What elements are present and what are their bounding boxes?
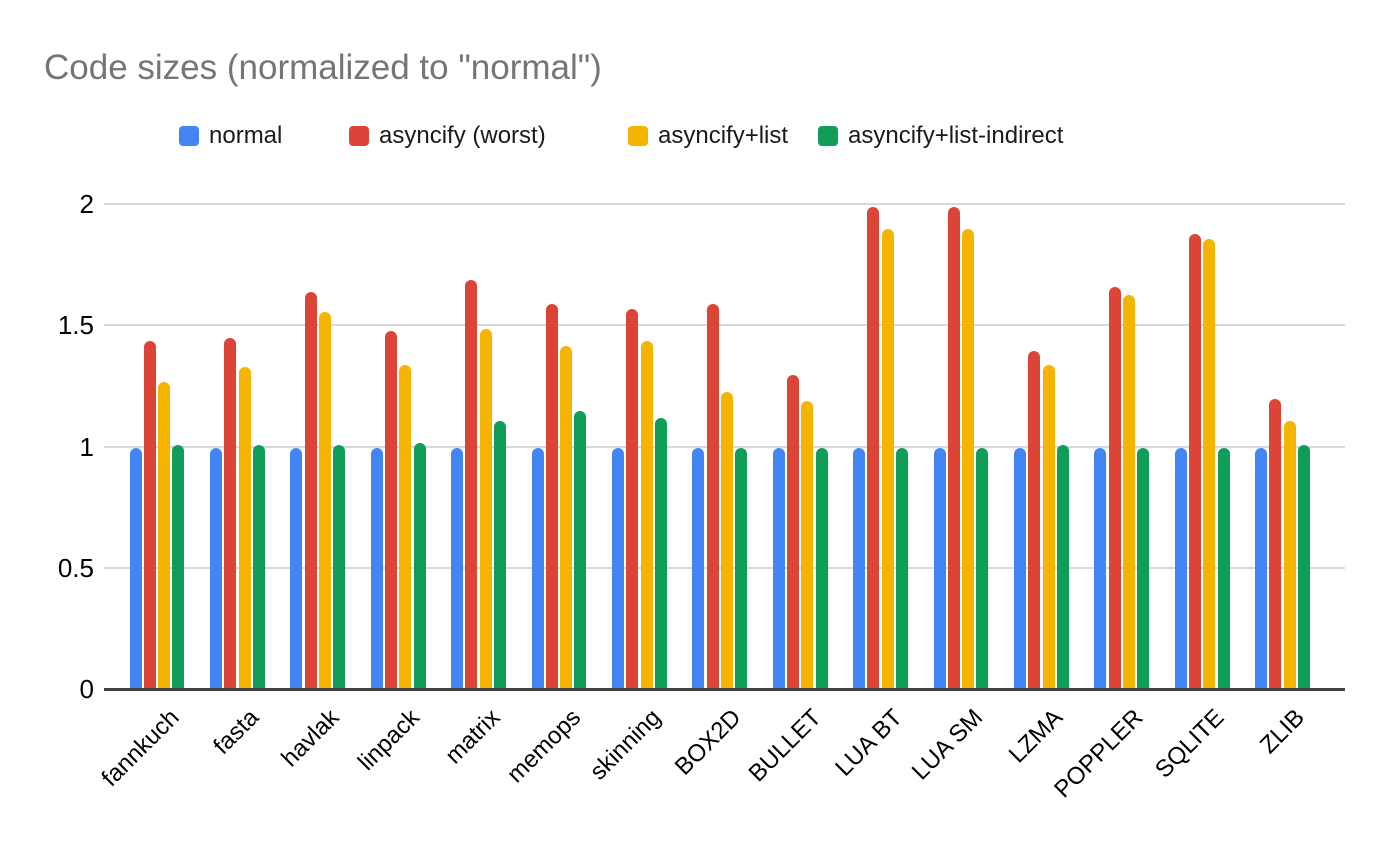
x-axis-label-text: LUA BT bbox=[830, 704, 908, 782]
bar bbox=[451, 447, 464, 690]
bar bbox=[370, 447, 383, 690]
bar bbox=[238, 367, 251, 690]
legend-item-2: asyncify (worst) bbox=[349, 122, 546, 150]
bar bbox=[224, 338, 237, 690]
bar bbox=[1042, 365, 1055, 690]
bar bbox=[1056, 445, 1069, 690]
legend-swatch-icon bbox=[628, 126, 648, 146]
bar bbox=[1108, 287, 1121, 690]
bar bbox=[706, 304, 719, 690]
x-axis-label-text: matrix bbox=[440, 704, 506, 770]
bar bbox=[626, 309, 639, 690]
bar bbox=[385, 331, 398, 690]
bar bbox=[252, 445, 265, 690]
bar bbox=[962, 229, 975, 690]
bar bbox=[333, 445, 346, 690]
x-axis-label-text: BULLET bbox=[744, 704, 828, 788]
bar bbox=[413, 442, 426, 690]
bar bbox=[1283, 420, 1296, 690]
x-axis-label-text: skinning bbox=[585, 704, 667, 786]
bar bbox=[853, 447, 866, 690]
x-axis-label-text: LUA SM bbox=[906, 704, 989, 786]
bar bbox=[1203, 238, 1216, 690]
legend-swatch-icon bbox=[179, 126, 199, 146]
bar bbox=[545, 304, 558, 690]
bar bbox=[881, 229, 894, 690]
bar bbox=[976, 447, 989, 690]
bar bbox=[560, 345, 573, 690]
y-axis-tick-label: 0.5 bbox=[57, 552, 94, 583]
legend-label: asyncify+list bbox=[658, 122, 789, 149]
y-axis-tick-label: 1 bbox=[79, 431, 94, 462]
bar bbox=[399, 365, 412, 690]
bar bbox=[1269, 399, 1282, 690]
legend-item-1: normal bbox=[179, 122, 282, 150]
x-axis-label-text: ZLIB bbox=[1254, 704, 1310, 759]
y-axis-tick-label: 2 bbox=[79, 189, 94, 219]
bar bbox=[1122, 294, 1135, 690]
bar bbox=[209, 447, 222, 690]
bar bbox=[465, 280, 478, 690]
bar bbox=[896, 447, 909, 690]
bar bbox=[933, 447, 946, 690]
bar bbox=[1189, 234, 1202, 690]
x-axis-label-text: fasta bbox=[208, 704, 265, 760]
bar bbox=[654, 418, 667, 690]
bar bbox=[1028, 350, 1041, 690]
y-axis-tick-label: 0 bbox=[79, 674, 94, 704]
x-axis-line bbox=[104, 687, 1345, 691]
x-axis-label-text: linpack bbox=[353, 704, 426, 776]
legend-label: normal bbox=[209, 122, 283, 149]
legend-swatch-icon bbox=[818, 126, 838, 146]
bar bbox=[947, 207, 960, 690]
legend-item-4: asyncify+list-indirect bbox=[818, 122, 1063, 150]
bar bbox=[1298, 445, 1311, 690]
bar bbox=[1255, 447, 1268, 690]
bar bbox=[1013, 447, 1026, 690]
bar bbox=[318, 311, 331, 690]
legend-swatch-icon bbox=[349, 126, 369, 146]
bar bbox=[692, 447, 705, 690]
bar bbox=[172, 445, 185, 690]
bar bbox=[640, 340, 653, 690]
bar bbox=[867, 207, 880, 690]
bar bbox=[574, 411, 587, 690]
bar bbox=[304, 292, 317, 690]
bar bbox=[801, 401, 814, 690]
x-axis-label-text: LZMA bbox=[1004, 704, 1069, 769]
bar bbox=[720, 391, 733, 690]
bar bbox=[787, 374, 800, 690]
x-axis-label-text: BOX2D bbox=[670, 704, 747, 781]
bar bbox=[735, 447, 748, 690]
bar bbox=[1137, 447, 1150, 690]
bar bbox=[1174, 447, 1187, 690]
legend-label: asyncify+list-indirect bbox=[848, 122, 1064, 149]
bar bbox=[129, 447, 142, 690]
legend-item-3: asyncify+list bbox=[628, 122, 788, 150]
bar bbox=[479, 328, 492, 690]
bar bbox=[611, 447, 624, 690]
bar bbox=[1094, 447, 1107, 690]
chart-title: Code sizes (normalized to "normal") bbox=[44, 48, 602, 87]
y-axis-tick-label: 1.5 bbox=[57, 310, 94, 341]
gridline bbox=[104, 203, 1345, 205]
bar bbox=[290, 447, 303, 690]
x-axis-label-text: SQLITE bbox=[1149, 704, 1230, 784]
x-axis-label-text: havlak bbox=[276, 704, 345, 773]
bar bbox=[1217, 447, 1230, 690]
bar bbox=[815, 447, 828, 690]
bar bbox=[143, 340, 156, 690]
bar bbox=[772, 447, 785, 690]
x-axis-label-text: memops bbox=[501, 704, 587, 789]
gridline bbox=[104, 324, 1345, 327]
bar bbox=[494, 420, 507, 690]
x-axis-label-text: fannkuch bbox=[96, 704, 185, 792]
bar bbox=[531, 447, 544, 690]
legend-label: asyncify (worst) bbox=[379, 122, 546, 149]
bar bbox=[158, 382, 171, 690]
